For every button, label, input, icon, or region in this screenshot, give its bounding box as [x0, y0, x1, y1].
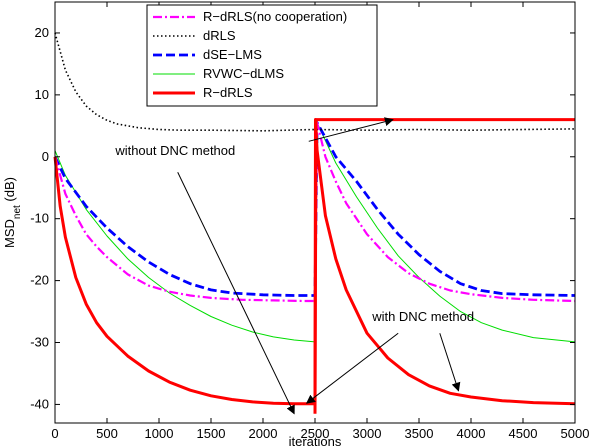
x-axis-label: iterations [289, 434, 342, 448]
x-tick-label: 4500 [509, 426, 538, 441]
y-axis-label-main: MSD [2, 219, 17, 248]
x-tick-label: 5000 [561, 426, 590, 441]
x-tick-label: 3000 [353, 426, 382, 441]
annotations: without DNC method with DNC method [114, 117, 474, 415]
x-tick-label: 4000 [457, 426, 486, 441]
legend-label-1: dRLS [203, 28, 236, 43]
annotation-arrow-1-0 [305, 332, 399, 404]
ticks-layer: 0 500 1000 1500 2000 2500 3000 3500 4000 4500 5000… [30, 2, 589, 441]
y-axis-label-sub: net [12, 205, 23, 219]
legend: R−dRLS(no cooperation) dRLS dSE−LMS RVWC−dL… [146, 4, 378, 107]
y-tick-label: -40 [30, 396, 49, 411]
annotation-arrow-0-0 [177, 172, 295, 415]
annotation-text-0: without DNC method [114, 143, 235, 158]
legend-label-3: RVWC−dLMS [203, 66, 284, 81]
y-tick-label: 10 [35, 87, 49, 102]
x-tick-label: 0 [51, 426, 58, 441]
y-tick-label: -30 [30, 335, 49, 350]
x-tick-label: 1000 [145, 426, 174, 441]
y-tick-label: -20 [30, 273, 49, 288]
annotation-arrow-0-1 [308, 117, 394, 142]
y-tick-label: 0 [42, 149, 49, 164]
x-tick-label: 2000 [249, 426, 278, 441]
x-tick-label: 500 [96, 426, 118, 441]
series-line-0 [53, 121, 576, 303]
y-axis-label: MSDnet (dB) [2, 177, 23, 248]
annotation-text-1: with DNC method [371, 309, 474, 324]
y-tick-label: 20 [35, 25, 49, 40]
y-axis-label-unit: (dB) [2, 177, 17, 205]
series-line-4 [53, 118, 576, 406]
x-tick-label: 3500 [405, 426, 434, 441]
series-line-3 [54, 122, 576, 343]
legend-label-2: dSE−LMS [203, 47, 262, 62]
legend-label-4: R−dRLS [203, 85, 253, 100]
y-tick-label: -10 [30, 211, 49, 226]
x-tick-label: 2500 [301, 426, 330, 441]
series-line-without-dnc [313, 118, 575, 414]
legend-label-0: R−dRLS(no cooperation) [203, 9, 347, 24]
series-layer [53, 32, 576, 414]
annotation-arrow-1-1 [439, 333, 461, 392]
x-tick-label: 1500 [197, 426, 226, 441]
